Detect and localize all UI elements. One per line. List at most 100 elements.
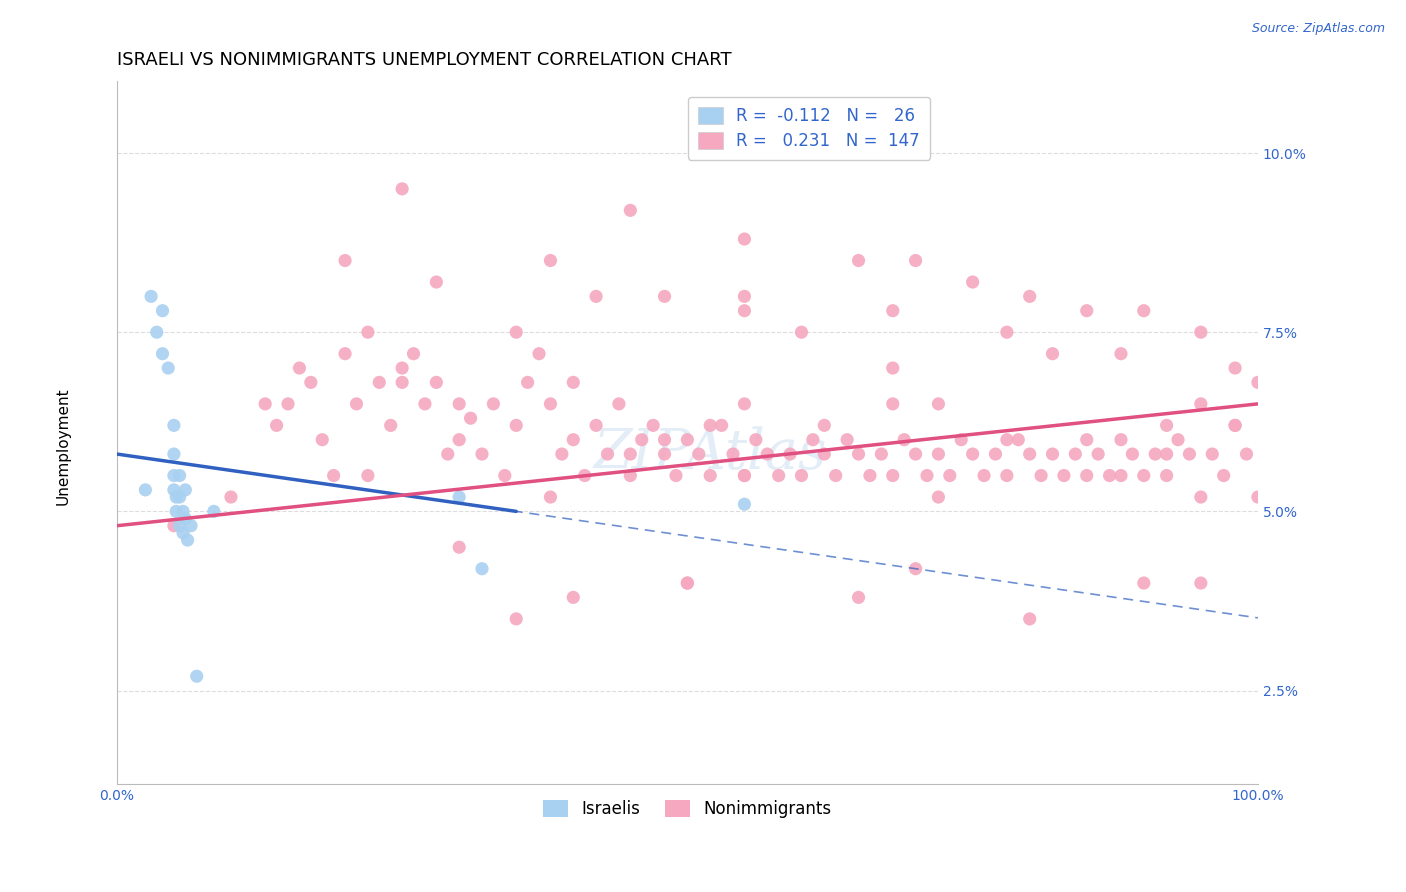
Point (157, 361, 180, 376)
Point (619, 468, 641, 483)
Point (1156, 418, 1178, 433)
Point (962, 275, 984, 289)
Point (146, 325, 169, 339)
Point (505, 418, 527, 433)
Point (357, 325, 380, 339)
Point (357, 468, 380, 483)
Point (169, 490, 191, 504)
Point (402, 347, 425, 361)
Point (165, 490, 187, 504)
Point (425, 376, 447, 390)
Point (733, 497, 755, 511)
Point (391, 182, 413, 196)
Point (710, 418, 733, 433)
Point (346, 397, 368, 411)
Point (619, 447, 641, 461)
Point (882, 303, 904, 318)
Point (790, 468, 813, 483)
Point (540, 253, 562, 268)
Point (391, 376, 413, 390)
Point (311, 433, 333, 447)
Point (1236, 447, 1258, 461)
Point (654, 433, 676, 447)
Point (927, 397, 949, 411)
Point (299, 376, 322, 390)
Point (779, 447, 801, 461)
Point (449, 433, 471, 447)
Point (768, 468, 790, 483)
Point (165, 504, 187, 518)
Point (1133, 468, 1156, 483)
Text: ISRAELI VS NONIMMIGRANTS UNEMPLOYMENT CORRELATION CHART: ISRAELI VS NONIMMIGRANTS UNEMPLOYMENT CO… (117, 51, 731, 69)
Point (904, 562, 927, 576)
Point (1144, 447, 1167, 461)
Point (277, 397, 299, 411)
Point (1064, 447, 1087, 461)
Point (1053, 468, 1076, 483)
Point (368, 376, 391, 390)
Point (745, 433, 768, 447)
Point (1018, 612, 1040, 626)
Point (186, 669, 208, 683)
Point (995, 433, 1018, 447)
Point (1018, 447, 1040, 461)
Point (733, 303, 755, 318)
Point (824, 468, 846, 483)
Point (174, 511, 197, 525)
Point (163, 483, 186, 497)
Point (733, 289, 755, 303)
Point (790, 325, 813, 339)
Point (139, 289, 162, 303)
Point (848, 591, 870, 605)
Point (733, 468, 755, 483)
Point (436, 447, 458, 461)
Point (288, 361, 311, 376)
Point (471, 562, 494, 576)
Point (471, 447, 494, 461)
Point (413, 397, 436, 411)
Point (333, 347, 356, 361)
Point (995, 325, 1018, 339)
Point (540, 397, 562, 411)
Point (654, 447, 676, 461)
Point (733, 232, 755, 246)
Point (172, 504, 194, 518)
Point (1042, 447, 1064, 461)
Point (163, 418, 186, 433)
Point (1098, 468, 1121, 483)
Point (1076, 303, 1098, 318)
Point (174, 483, 197, 497)
Point (152, 347, 174, 361)
Point (551, 447, 574, 461)
Point (562, 433, 585, 447)
Point (973, 468, 995, 483)
Point (1029, 468, 1052, 483)
Point (643, 418, 665, 433)
Point (848, 253, 870, 268)
Point (152, 303, 174, 318)
Point (882, 361, 904, 376)
Point (882, 397, 904, 411)
Point (688, 447, 710, 461)
Point (180, 518, 202, 533)
Point (449, 490, 471, 504)
Point (266, 418, 288, 433)
Point (1076, 433, 1098, 447)
Point (1212, 468, 1234, 483)
Point (574, 468, 596, 483)
Point (950, 433, 973, 447)
Point (630, 433, 652, 447)
Point (134, 483, 156, 497)
Point (984, 447, 1007, 461)
Point (654, 289, 676, 303)
Point (494, 468, 516, 483)
Point (1109, 433, 1132, 447)
Point (1247, 490, 1270, 504)
Point (882, 468, 904, 483)
Point (391, 361, 413, 376)
Point (254, 397, 277, 411)
Point (163, 518, 186, 533)
Point (219, 490, 242, 504)
Point (756, 447, 779, 461)
Point (607, 397, 630, 411)
